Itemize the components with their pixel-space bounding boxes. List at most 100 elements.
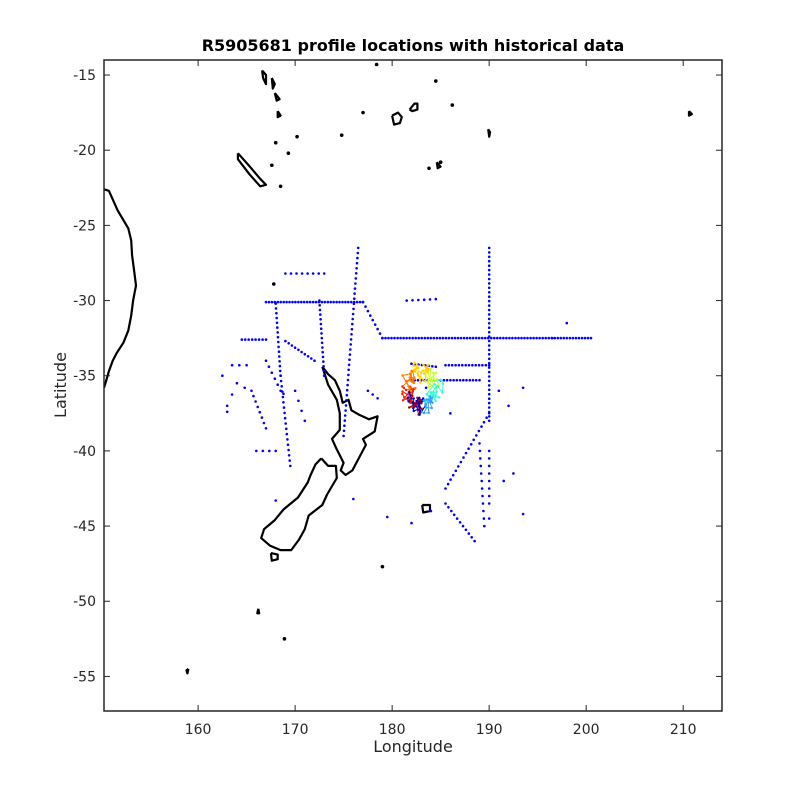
historical-profile-point — [225, 404, 229, 408]
historical-profile-point — [532, 336, 535, 340]
historical-profile-point — [449, 412, 452, 415]
coastline-layer — [104, 62, 693, 675]
historical-profile-point — [300, 409, 303, 413]
historical-profile-point — [366, 309, 370, 313]
island — [450, 103, 455, 107]
historical-profile-point — [458, 378, 462, 382]
historical-profile-point — [396, 336, 399, 340]
historical-profile-point — [311, 272, 315, 275]
coastline — [270, 77, 276, 90]
historical-profile-point — [287, 342, 291, 345]
trajectory-segment — [417, 374, 426, 382]
x-tick-label: 210 — [670, 722, 697, 738]
historical-profile-point — [344, 409, 347, 412]
historical-profile-point — [256, 405, 260, 409]
historical-profile-point — [322, 374, 326, 378]
historical-profile-point — [496, 336, 499, 340]
historical-profile-point — [279, 379, 283, 383]
historical-profile-point — [332, 300, 335, 304]
historical-profile-point — [462, 336, 466, 340]
historical-profile-point — [278, 355, 281, 358]
coastline — [269, 552, 279, 562]
historical-profile-point — [429, 336, 433, 340]
historical-profile-point — [278, 369, 282, 373]
historical-profile-point — [487, 264, 491, 268]
historical-profile-point — [435, 336, 439, 340]
historical-profile-point — [285, 427, 288, 431]
historical-profile-point — [487, 384, 491, 387]
float-profile-point — [426, 371, 430, 375]
float-profile-point — [430, 379, 433, 383]
float-profile-point — [401, 385, 404, 388]
historical-profile-point — [345, 388, 349, 392]
historical-profile-point — [287, 448, 290, 452]
float-profile-point — [418, 405, 421, 409]
float-profile-point — [431, 401, 434, 404]
historical-profile-point — [352, 497, 355, 501]
float-profile-point — [407, 400, 410, 403]
historical-profile-point — [354, 277, 358, 280]
island — [339, 133, 344, 137]
float-profile-point — [410, 369, 413, 373]
historical-profile-point — [345, 399, 348, 402]
float-profile-point — [408, 388, 411, 392]
historical-profile-point — [329, 300, 333, 304]
historical-profile-point — [574, 336, 578, 340]
historical-profile-point — [351, 322, 354, 326]
historical-profile-point — [487, 487, 491, 490]
historical-profile-point — [479, 464, 483, 468]
float-profile-point — [410, 399, 413, 402]
float-profile-point — [420, 402, 423, 405]
historical-profile-point — [465, 336, 469, 340]
historical-profile-point — [343, 419, 347, 422]
historical-profile-point — [434, 297, 438, 301]
historical-profile-point — [517, 336, 520, 340]
historical-profile-point — [282, 392, 285, 396]
historical-profile-point — [353, 287, 357, 290]
historical-profile-point — [235, 381, 239, 385]
historical-profile-point — [449, 478, 452, 481]
y-tick-label: -35 — [73, 369, 96, 385]
historical-profile-point — [550, 336, 554, 340]
historical-profile-point — [487, 392, 491, 396]
y-tick-label: -30 — [73, 294, 96, 310]
historical-profile-point — [589, 336, 593, 340]
historical-profile-point — [505, 336, 508, 340]
float-profile-point — [413, 361, 416, 364]
historical-profile-point — [274, 449, 278, 453]
historical-profile-point — [487, 299, 491, 303]
historical-profile-point — [445, 378, 449, 382]
coastline — [273, 92, 281, 102]
historical-profile-point — [247, 338, 250, 341]
historical-profile-point — [529, 336, 532, 340]
historical-profile-point — [295, 272, 298, 275]
historical-profile-point — [267, 365, 271, 369]
historical-profile-point — [483, 524, 486, 528]
float-profile-point — [409, 401, 412, 405]
historical-profile-point — [511, 336, 514, 340]
historical-profile-point — [257, 338, 261, 341]
historical-profile-point — [405, 336, 408, 340]
chart-title: R5905681 profile locations with historic… — [202, 36, 625, 55]
historical-profile-point — [499, 336, 502, 340]
historical-profile-point — [411, 299, 414, 302]
coastline — [276, 110, 282, 119]
historical-profile-point — [455, 517, 459, 520]
historical-profile-point — [471, 363, 474, 367]
historical-profile-point — [252, 394, 255, 398]
historical-profile-point — [369, 314, 372, 317]
historical-profile-point — [402, 336, 405, 340]
historical-profile-point — [319, 322, 323, 326]
historical-profile-point — [568, 336, 572, 340]
historical-profile-point — [497, 389, 501, 393]
historical-profile-point — [487, 388, 491, 392]
historical-profile-point — [487, 397, 491, 401]
historical-profile-point — [275, 316, 279, 320]
historical-profile-point — [484, 363, 488, 367]
historical-profile-point — [477, 363, 481, 367]
historical-profile-point — [450, 363, 454, 367]
historical-profile-point — [487, 517, 491, 520]
float-profile-point — [414, 402, 417, 405]
historical-profile-point — [300, 350, 303, 354]
historical-profile-point — [487, 330, 491, 334]
